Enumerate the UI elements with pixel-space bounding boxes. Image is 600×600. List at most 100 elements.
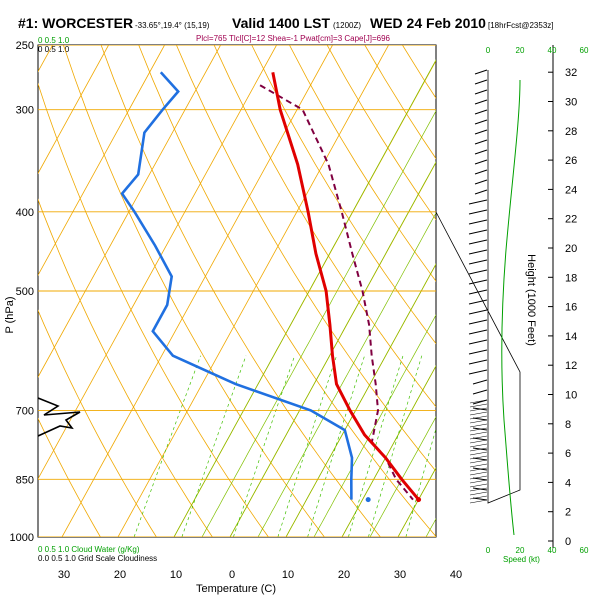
height-tick-label: 22 (565, 214, 577, 226)
moist-adiabat-line (229, 161, 436, 537)
speed-top-tick-label: 0 (486, 46, 491, 55)
isotherm-line (510, 45, 600, 537)
height-tick-label: 2 (565, 507, 571, 519)
dry-adiabat-line (478, 45, 600, 537)
dry-adiabat-line (289, 45, 436, 282)
mixing-ratio-line (368, 355, 423, 537)
speed-top-tick-label: 40 (548, 46, 557, 55)
speed-bottom-tick-label: 0 (486, 546, 491, 555)
wind-barb (469, 475, 488, 480)
dry-adiabat-line (251, 45, 436, 345)
wind-barb (468, 339, 488, 345)
dry-adiabat-line (100, 45, 381, 537)
cloud-profile (37, 397, 81, 437)
wind-barb (469, 447, 488, 452)
height-tick-label: 6 (565, 448, 571, 460)
wind-barb (468, 369, 488, 375)
wind-barb (469, 499, 488, 504)
wind-barb (469, 459, 488, 464)
surface-dewpoint-point (365, 497, 371, 503)
moist-adiabat-line (341, 365, 436, 537)
temperature-tick-label: 30 (58, 569, 70, 581)
x-axis-title: Temperature (C) (196, 583, 276, 595)
wind-barb (468, 239, 488, 245)
dry-adiabat-line (176, 45, 436, 472)
height-tick-label: 28 (565, 126, 577, 138)
wind-barb (474, 109, 488, 115)
pressure-tick-label: 400 (16, 207, 34, 219)
temperature-ticks: 30 20 10 0 10 20 30 40 (58, 569, 462, 581)
height-tick-label: 4 (565, 477, 571, 489)
wind-barb (469, 403, 488, 408)
profiles (120, 71, 422, 503)
pressure-tick-label: 500 (16, 286, 34, 298)
dry-adiabat-line (213, 45, 436, 408)
wind-barb (468, 299, 488, 305)
wind-barb (469, 415, 488, 420)
wind-barb (469, 407, 488, 412)
wind-barb (469, 491, 488, 496)
moist-adiabat-line (397, 467, 436, 537)
height-tick-label: 26 (565, 155, 577, 167)
speed-top-tick-label: 20 (516, 46, 525, 55)
isotherm-line (38, 45, 109, 175)
wind-barb (469, 435, 488, 440)
wind-barb (469, 495, 488, 500)
wind-barb (469, 419, 488, 424)
temperature-tick-label: 40 (450, 569, 462, 581)
sounding-indices: Plcl=765 Tlcl[C]=12 Shea=-1 Pwat[cm]=3 C… (196, 34, 391, 43)
mixing-ratio-line (405, 427, 436, 537)
wind-barbs (435, 69, 521, 504)
wind-barb (469, 431, 488, 436)
thermo-grid (38, 45, 600, 537)
wind-barb (469, 471, 488, 476)
forecast-tag: [18hrFcst@2353z] (488, 21, 553, 30)
wind-barb (474, 119, 488, 125)
wind-barb (469, 439, 488, 444)
cloud-water-bottom-scale: 0 0.5 1.0 Cloud Water (g/Kg) (38, 545, 140, 554)
wind-barb (469, 467, 488, 472)
isotherm-line (38, 45, 165, 277)
wind-barb (474, 89, 488, 95)
wind-barb (469, 483, 488, 488)
height-axis-title: Height (1000 Feet) (525, 254, 537, 346)
height-tick-label: 0 (565, 536, 571, 548)
speed-bottom-tick-label: 40 (548, 546, 557, 555)
height-tick-label: 14 (565, 331, 577, 343)
temperature-tick-label: 30 (394, 569, 406, 581)
mixing-ratio-line (181, 355, 247, 537)
height-tick-label: 12 (565, 360, 577, 372)
wind-barb (468, 289, 488, 295)
speed-axis-title: Speed (kt) (503, 555, 540, 564)
wind-barb (469, 399, 488, 404)
moist-adiabat-line (369, 416, 436, 537)
wind-barb (472, 389, 488, 395)
valid-date: WED 24 Feb 2010 (370, 15, 486, 31)
shear-hull-line (435, 70, 521, 504)
wind-barb (468, 319, 488, 325)
speed-panel: 0 20 40 600 20 40 60 (486, 46, 589, 555)
wind-barb (469, 443, 488, 448)
dry-adiabat-line (553, 45, 600, 537)
temperature-tick-label: 20 (338, 569, 350, 581)
height-tick-label: 10 (565, 390, 577, 402)
cloud-water-line (37, 397, 81, 437)
wind-barb (468, 209, 488, 215)
wind-barb (468, 229, 488, 235)
mixing-ratio-line (307, 355, 365, 537)
height-tick-label: 8 (565, 419, 571, 431)
moist-adiabat-line (257, 212, 436, 537)
wind-barb (468, 349, 488, 355)
wind-barb (468, 269, 488, 275)
speed-top-tick-label: 60 (580, 46, 589, 55)
wind-barb (469, 427, 488, 432)
moist-adiabat-line (173, 59, 436, 537)
temperature-line (271, 72, 420, 501)
dry-adiabat-line (38, 82, 269, 537)
temperature-tick-label: 0 (229, 569, 235, 581)
surface-temperature-point (416, 497, 422, 503)
height-tick-label: 24 (565, 184, 577, 196)
temperature-tick-label: 10 (282, 569, 294, 581)
